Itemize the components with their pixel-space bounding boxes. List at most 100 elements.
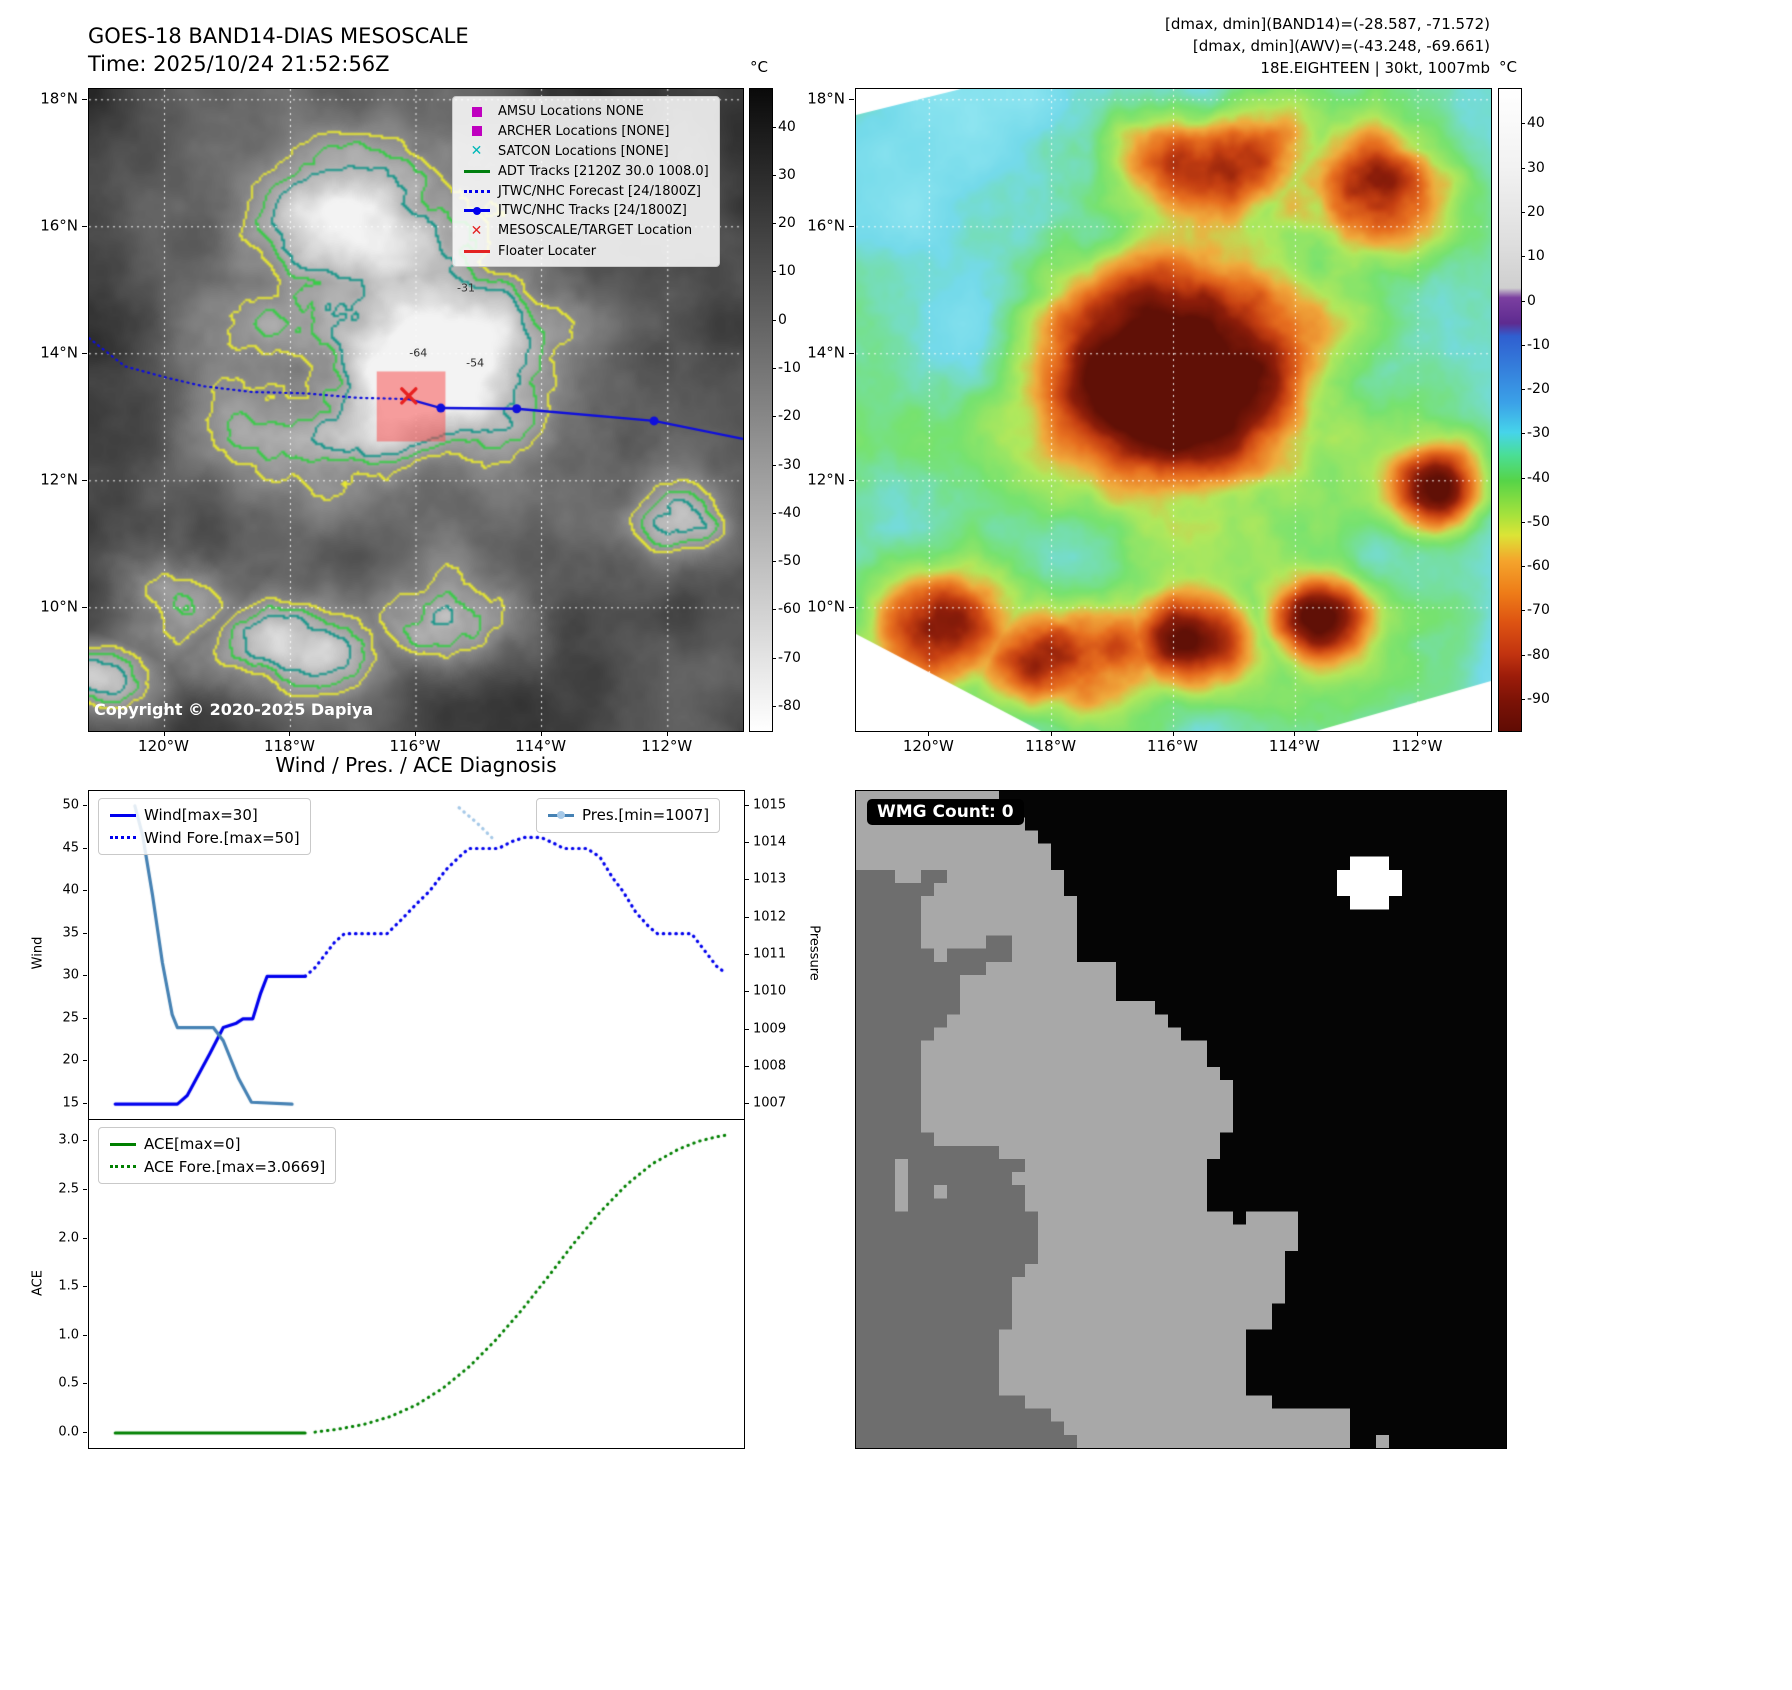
band14-x-tick-label: 114°W	[515, 737, 567, 755]
chart-y-tick-mark	[83, 1286, 87, 1288]
map-legend: AMSU Locations NONE ARCHER Locations [NON…	[452, 96, 720, 267]
awv-y-tick-label: 12°N	[807, 470, 845, 489]
awv-x-tick-mark	[1294, 731, 1296, 736]
line-marker-icon	[109, 813, 136, 817]
awv-header-line1: [dmax, dmin](BAND14)=(-28.587, -71.572)	[1165, 15, 1490, 33]
awv-x-tick-label: 118°W	[1025, 737, 1077, 755]
awv-colorbar-tick-label: -40	[1527, 469, 1550, 486]
awv-colorbar-tick-label: 40	[1527, 115, 1545, 132]
chart-y-tick-label: 1.5	[58, 1278, 79, 1294]
chart-y2-tick-mark	[745, 879, 749, 881]
awv-x-tick-mark	[1172, 731, 1174, 736]
band14-y-tick-label: 14°N	[40, 343, 78, 362]
awv-x-tick-mark	[1050, 731, 1052, 736]
band14-x-tick-mark	[666, 731, 668, 736]
band14-colorbar-tick-mark	[772, 319, 776, 321]
map-legend-entry-label: SATCON Locations [NONE]	[498, 143, 669, 159]
band14-colorbar-tick-mark	[772, 464, 776, 466]
awv-y-tick-label: 18°N	[807, 89, 845, 108]
chart-y-tick-mark	[83, 1189, 87, 1191]
awv-colorbar-tick-mark	[1521, 300, 1525, 302]
map-legend-entry-label: ADT Tracks [2120Z 30.0 1008.0]	[498, 164, 709, 179]
band14-colorbar-tick-label: -10	[778, 359, 801, 376]
awv-y-tick-mark	[849, 352, 854, 354]
awv-colorbar-tick-mark	[1521, 123, 1525, 125]
chart-y-tick-label: 25	[62, 1010, 79, 1026]
band14-y-tick-mark	[82, 606, 87, 608]
map-legend-entry-label: JTWC/NHC Tracks [24/1800Z]	[498, 203, 687, 218]
pres-legend-entry: Pres.[min=1007]	[547, 804, 709, 827]
awv-x-tick-label: 120°W	[902, 737, 954, 755]
awv-colorbar-tick-label: -50	[1527, 513, 1550, 530]
band14-colorbar	[749, 88, 773, 732]
awv-colorbar-tick-mark	[1521, 610, 1525, 612]
awv-y-tick-mark	[849, 98, 854, 100]
chart-y-tick-mark	[83, 1334, 87, 1336]
band14-x-tick-mark	[540, 731, 542, 736]
map-legend-entry: JTWC/NHC Tracks [24/1800Z]	[463, 201, 709, 221]
awv-x-tick-label: 116°W	[1147, 737, 1198, 755]
map-legend-entry-label: AMSU Locations NONE	[498, 104, 644, 119]
band14-title-block: GOES-18 BAND14-DIAS MESOSCALE Time: 2025…	[88, 22, 469, 79]
chart-y-tick-mark	[83, 1432, 87, 1434]
wind-legend-entry-label: Wind[max=30]	[144, 806, 258, 824]
awv-y-tick-mark	[849, 225, 854, 227]
pres-legend: Pres.[min=1007]	[536, 798, 721, 833]
band14-time: Time: 2025/10/24 21:52:56Z	[88, 52, 390, 77]
ace-legend-entry-label: ACE Fore.[max=3.0669]	[144, 1157, 326, 1176]
chart-y2-tick-label: 1009	[753, 1021, 787, 1037]
chart-y-tick-mark	[83, 1060, 87, 1062]
band14-colorbar-tick-mark	[772, 223, 776, 225]
band14-x-tick-label: 120°W	[138, 737, 190, 755]
chart-y-tick-label: 1.0	[58, 1327, 79, 1343]
awv-colorbar-tick-mark	[1521, 211, 1525, 213]
chart-y2-tick-mark	[745, 991, 749, 993]
line-marker-icon	[463, 249, 490, 253]
band14-colorbar-tick-label: -60	[778, 601, 801, 618]
chart-y-tick-label: 2.0	[58, 1230, 79, 1246]
band14-colorbar-tick-label: -20	[778, 408, 801, 425]
band14-title: GOES-18 BAND14-DIAS MESOSCALE	[88, 24, 469, 48]
band14-colorbar-tick-mark	[772, 705, 776, 707]
band14-colorbar-tick-mark	[772, 174, 776, 176]
band14-colorbar-tick-mark	[772, 416, 776, 418]
chart-y2-tick-mark	[745, 954, 749, 955]
map-legend-entry: ✕ MESOSCALE/TARGET Location	[463, 221, 709, 242]
awv-x-tick-mark	[928, 731, 930, 736]
wmg-count-label: WMG Count: 0	[867, 799, 1024, 825]
awv-header-line3: 18E.EIGHTEEN | 30kt, 1007mb	[1260, 58, 1490, 77]
square-marker-icon	[463, 126, 490, 137]
awv-y-tick-mark	[849, 479, 854, 481]
band14-x-tick-mark	[163, 731, 165, 736]
awv-colorbar-tick-label: -10	[1527, 336, 1550, 353]
band14-y-tick-label: 12°N	[40, 470, 78, 489]
band14-y-tick-label: 18°N	[40, 89, 78, 108]
awv-y-tick-label: 14°N	[807, 343, 845, 362]
chart-y2-tick-label: 1013	[753, 871, 787, 887]
chart-y2-tick-mark	[745, 1065, 749, 1067]
dotted-marker-icon	[463, 189, 490, 193]
band14-colorbar-tick-mark	[772, 271, 776, 273]
chart-y2-tick-label: 1010	[753, 983, 787, 999]
band14-x-tick-mark	[289, 731, 291, 736]
map-legend-entry-label: ARCHER Locations [NONE]	[498, 123, 670, 139]
x-marker-icon: ✕	[470, 222, 483, 239]
map-legend-entry: ADT Tracks [2120Z 30.0 1008.0]	[463, 162, 709, 182]
line-lightdot-marker-icon	[547, 811, 574, 820]
band14-colorbar-tick-label: 30	[778, 166, 796, 183]
contour-label: -54	[466, 356, 485, 370]
awv-colorbar-tick-mark	[1521, 167, 1525, 169]
band14-colorbar-tick-label: -30	[778, 456, 801, 473]
wind-legend-entry: Wind Fore.[max=50]	[109, 827, 300, 850]
awv-colorbar-tick-mark	[1521, 389, 1525, 391]
awv-y-tick-label: 16°N	[807, 216, 845, 235]
awv-x-tick-label: 112°W	[1391, 737, 1443, 755]
band14-y-tick-mark	[82, 352, 87, 354]
band14-y-tick-mark	[82, 479, 87, 481]
awv-header: [dmax, dmin](BAND14)=(-28.587, -71.572) …	[1165, 14, 1490, 79]
awv-header-line2: [dmax, dmin](AWV)=(-43.248, -69.661)	[1192, 36, 1490, 55]
awv-colorbar-tick-label: -30	[1527, 425, 1550, 442]
map-legend-entry: Floater Locater	[463, 242, 709, 262]
chart-y-tick-mark	[83, 1103, 87, 1105]
wind-axis-label: Wind	[30, 936, 46, 970]
